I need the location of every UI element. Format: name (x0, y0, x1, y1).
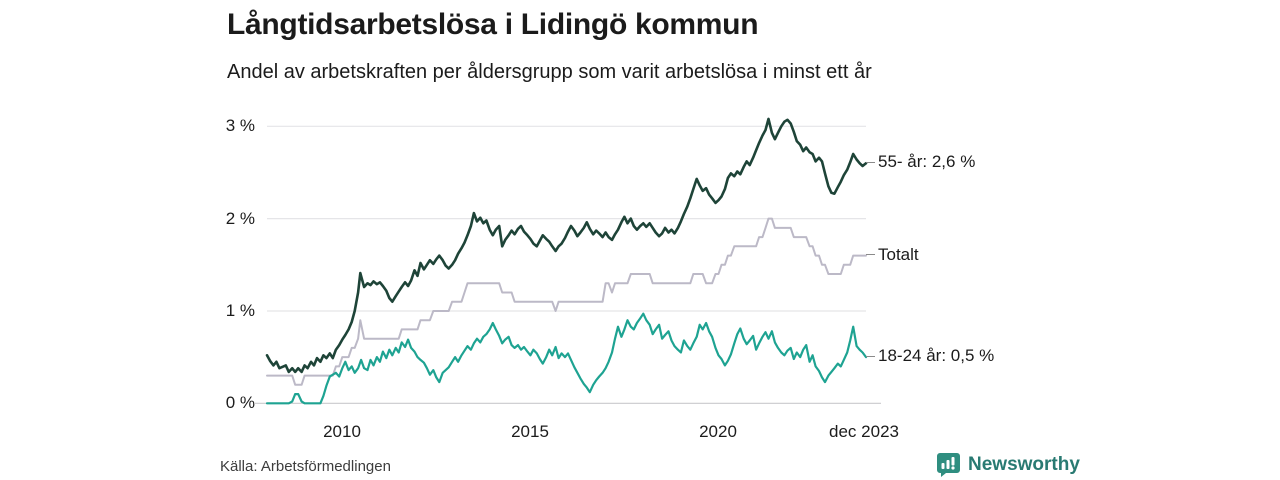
y-axis-tick-0: 0 % (225, 393, 255, 412)
y-axis-tick-1: 1 % (225, 301, 255, 320)
x-axis-tick-2020: 2020 (699, 422, 737, 441)
x-axis-tick-dec-2023: dec 2023 (829, 422, 899, 441)
label-tick-icon (866, 161, 875, 163)
label-tick-icon (866, 355, 875, 357)
y-axis-tick-3: 3 % (225, 116, 255, 135)
y-axis-tick-2: 2 % (225, 209, 255, 228)
series-label-18-24: 18-24 år: 0,5 % (866, 346, 994, 366)
series-label-text: 55- år: 2,6 % (878, 152, 976, 172)
series-label-text: 18-24 år: 0,5 % (878, 346, 995, 366)
series-label-text: Totalt (878, 244, 919, 264)
source-note: Källa: Arbetsförmedlingen (220, 458, 391, 475)
page-title: Långtidsarbetslösa i Lidingö kommun (227, 8, 759, 41)
chart-subtitle: Andel av arbetskraften per åldersgrupp s… (227, 61, 872, 83)
label-tick-icon (866, 254, 875, 256)
x-axis-tick-2010: 2010 (323, 422, 361, 441)
newsworthy-brand: Newsworthy (936, 452, 1080, 478)
newsworthy-bubble-chart-icon (937, 453, 960, 477)
x-axis-tick-2015: 2015 (511, 422, 549, 441)
brand-wordmark: Newsworthy (968, 454, 1080, 475)
series-label-55-plus: 55- år: 2,6 % (866, 152, 975, 172)
series-label-totalt: Totalt (866, 245, 919, 265)
